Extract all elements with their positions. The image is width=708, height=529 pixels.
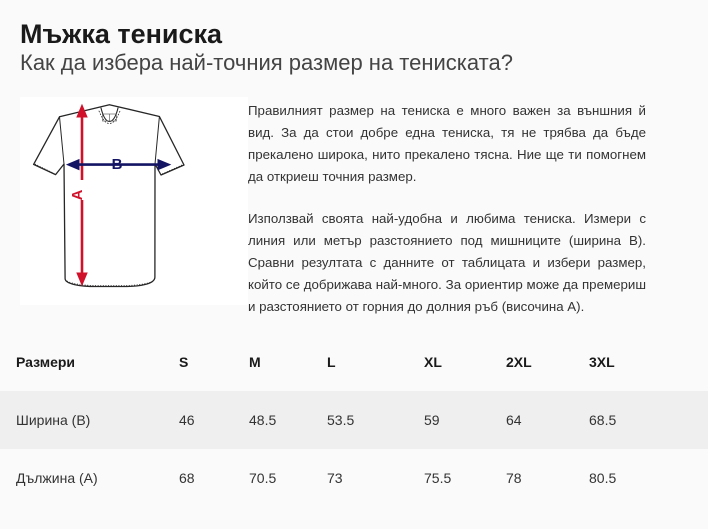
svg-text:A: A [69, 189, 86, 200]
svg-text:B: B [112, 156, 123, 173]
